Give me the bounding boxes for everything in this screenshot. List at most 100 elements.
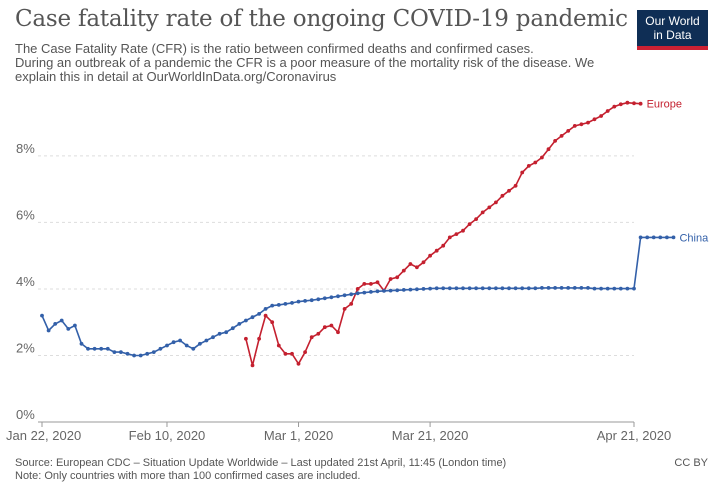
data-point xyxy=(428,253,432,258)
data-point xyxy=(362,290,367,295)
data-point xyxy=(395,275,400,280)
data-point xyxy=(244,318,248,323)
data-point xyxy=(638,101,643,106)
data-point xyxy=(388,277,393,281)
data-point xyxy=(401,268,406,273)
data-point xyxy=(59,318,64,323)
data-point xyxy=(158,346,163,351)
data-point xyxy=(112,350,117,354)
data-point xyxy=(625,100,630,105)
data-point xyxy=(546,286,551,290)
series-label: China xyxy=(679,232,709,244)
data-point xyxy=(671,235,676,240)
logo-line-1: Our World xyxy=(645,14,700,28)
series-line-europe xyxy=(245,101,641,367)
data-point xyxy=(276,343,281,348)
data-point xyxy=(211,335,215,340)
data-point xyxy=(342,293,347,298)
data-point xyxy=(40,313,44,318)
data-point xyxy=(290,301,294,305)
data-point xyxy=(375,280,380,285)
data-point xyxy=(119,350,123,354)
license-label[interactable]: CC BY xyxy=(674,457,708,469)
x-tick-label: Mar 21, 2020 xyxy=(392,428,469,443)
data-point xyxy=(395,288,400,293)
series-lines: Europe China xyxy=(40,99,709,368)
data-point xyxy=(474,217,478,222)
data-point xyxy=(645,235,650,240)
data-point xyxy=(474,286,478,291)
data-point xyxy=(198,341,202,346)
data-point xyxy=(362,282,367,286)
data-point xyxy=(296,361,301,366)
data-point xyxy=(46,328,51,333)
data-point xyxy=(329,323,334,328)
data-point xyxy=(546,147,551,152)
data-point xyxy=(447,235,452,240)
data-point xyxy=(244,336,248,341)
data-point xyxy=(599,114,603,118)
data-point xyxy=(132,353,137,358)
data-point xyxy=(283,351,288,356)
data-point xyxy=(263,313,268,318)
data-point xyxy=(145,351,150,356)
data-point xyxy=(105,346,110,351)
data-point xyxy=(408,262,413,266)
y-tick-label: 2% xyxy=(16,340,35,355)
data-point xyxy=(303,299,307,303)
data-point xyxy=(533,286,538,291)
data-point xyxy=(441,286,446,291)
data-point xyxy=(388,288,393,293)
data-point xyxy=(559,134,564,138)
data-point xyxy=(369,282,373,286)
series-europe: Europe xyxy=(244,99,682,368)
subtitle-line-3: explain this in detail at OurWorldInData… xyxy=(15,69,337,84)
data-point xyxy=(316,331,321,336)
data-point xyxy=(283,302,288,306)
data-point xyxy=(66,327,71,331)
data-point xyxy=(579,122,584,127)
data-point xyxy=(605,109,610,113)
data-point xyxy=(467,286,472,291)
data-point xyxy=(572,124,577,128)
data-point xyxy=(401,288,406,292)
data-point xyxy=(336,294,340,299)
data-point xyxy=(520,286,525,291)
subtitle-line-2: During an outbreak of a pandemic the CFR… xyxy=(15,55,595,70)
data-point xyxy=(138,353,143,358)
data-point xyxy=(257,336,261,341)
data-point xyxy=(53,322,58,326)
data-point xyxy=(428,286,432,291)
data-point xyxy=(237,322,242,326)
data-point xyxy=(632,101,636,106)
data-point xyxy=(533,160,538,165)
data-point xyxy=(204,338,209,343)
data-point xyxy=(658,235,663,240)
data-point xyxy=(415,287,419,292)
data-point xyxy=(540,286,544,290)
data-point xyxy=(296,299,301,304)
data-point xyxy=(369,290,373,294)
data-point xyxy=(303,350,307,354)
data-point xyxy=(73,323,77,328)
data-point xyxy=(349,292,354,297)
data-point xyxy=(507,286,511,291)
data-point xyxy=(184,343,189,348)
data-point xyxy=(461,286,465,291)
data-point xyxy=(191,346,196,351)
data-point xyxy=(322,325,327,330)
data-point xyxy=(224,330,229,335)
chart-footer: Source: European CDC – Situation Update … xyxy=(15,457,506,483)
data-point xyxy=(250,363,255,368)
data-point xyxy=(618,102,623,107)
data-point xyxy=(382,289,386,293)
data-point xyxy=(651,235,656,240)
data-point xyxy=(579,286,584,290)
our-world-in-data-logo[interactable]: Our World in Data xyxy=(637,10,708,50)
y-tick-label: 0% xyxy=(16,407,35,422)
data-point xyxy=(336,330,340,335)
data-point xyxy=(586,120,590,125)
data-point xyxy=(454,232,459,237)
data-point xyxy=(250,315,255,320)
